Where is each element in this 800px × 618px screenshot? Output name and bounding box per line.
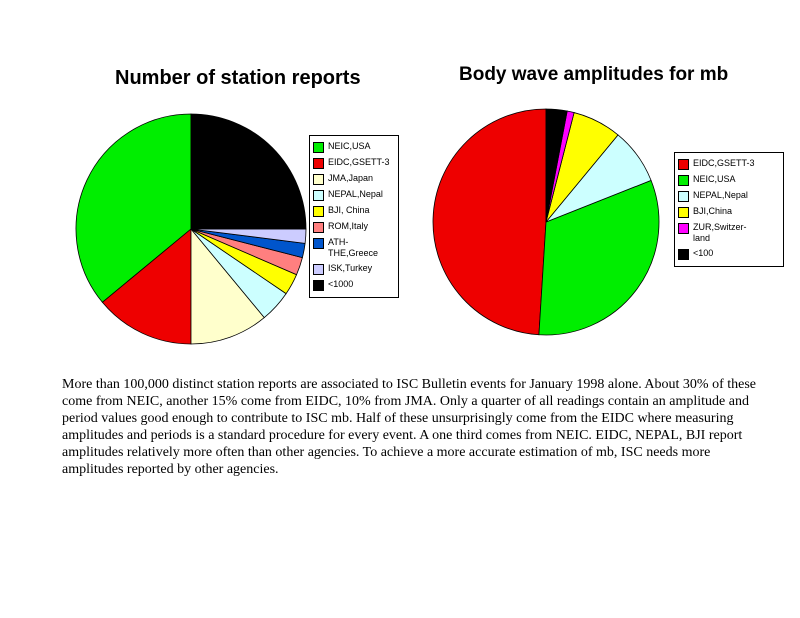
pie-chart-station-reports [75,113,307,345]
legend-item-nepal-nepal: NEPAL,Nepal [313,189,394,201]
legend-item-eidc-gsett-3: EIDC,GSETT-3 [313,157,394,169]
legend-label: NEPAL,Nepal [693,190,748,200]
legend-label: ROM,Italy [328,221,369,231]
pie-slice-neic-usa [75,113,192,303]
pie-slice-1000 [190,113,307,230]
legend-swatch [313,238,324,249]
pie-slice-jma-japan [190,227,265,345]
legend-swatch [313,206,324,217]
legend-label: ATH- THE,Greece [328,237,379,258]
legend-swatch [313,222,324,233]
chart-title-body-wave-amplitudes: Body wave amplitudes for mb [459,64,729,85]
legend-label: NEIC,USA [693,174,736,184]
legend-label: <100 [693,248,714,258]
legend-swatch [678,249,689,260]
legend-item-neic-usa: NEIC,USA [678,174,779,186]
legend-label: JMA,Japan [328,173,374,183]
legend-swatch [678,191,689,202]
legend-swatch [313,280,324,291]
legend-item-ath-the-greece: ATH- THE,Greece [313,237,394,259]
pie-slice-eidc-gsett-3 [432,108,547,336]
legend-item-eidc-gsett-3: EIDC,GSETT-3 [678,158,779,170]
legend-station-reports: NEIC,USA EIDC,GSETT-3 JMA,Japan NEPAL,Nepal… [309,135,399,298]
legend-label: NEPAL,Nepal [328,189,383,199]
pie-slice-100 [545,108,568,223]
legend-swatch [313,264,324,275]
pie-slice-eidc-gsett-3 [101,228,192,345]
legend-label: BJI,China [693,206,733,216]
legend-item-neic-usa: NEIC,USA [313,141,394,153]
legend-label: <1000 [328,279,354,289]
legend-swatch [678,175,689,186]
legend-swatch [678,159,689,170]
legend-label: ZUR,Switzer- land [693,222,747,243]
pie-chart-body-wave-amplitudes [432,108,660,336]
legend-item-bji-china: BJI,China [678,206,779,218]
description-paragraph: More than 100,000 distinct station repor… [62,377,757,477]
legend-swatch [313,174,324,185]
legend-swatch [313,190,324,201]
legend-item-bji-china: BJI, China [313,205,394,217]
legend-swatch [313,142,324,153]
legend-body-wave-amplitudes: EIDC,GSETT-3 NEIC,USA NEPAL,Nepal BJI,China… [674,152,784,267]
chart-title-station-reports: Number of station reports [115,67,361,89]
legend-swatch [678,207,689,218]
legend-label: NEIC,USA [328,141,371,151]
legend-label: BJI, China [328,205,370,215]
legend-item-rom-italy: ROM,Italy [313,221,394,233]
legend-item-isk-turkey: ISK,Turkey [313,263,394,275]
legend-item-1000: <1000 [313,279,394,291]
legend-swatch [678,223,689,234]
legend-label: ISK,Turkey [328,263,373,273]
legend-item-100: <100 [678,248,779,260]
pie-slice-neic-usa [538,179,660,336]
legend-swatch [313,158,324,169]
legend-item-jma-japan: JMA,Japan [313,173,394,185]
legend-label: EIDC,GSETT-3 [328,157,390,167]
legend-item-zur-switzer-land: ZUR,Switzer- land [678,222,779,244]
legend-label: EIDC,GSETT-3 [693,158,755,168]
legend-item-nepal-nepal: NEPAL,Nepal [678,190,779,202]
